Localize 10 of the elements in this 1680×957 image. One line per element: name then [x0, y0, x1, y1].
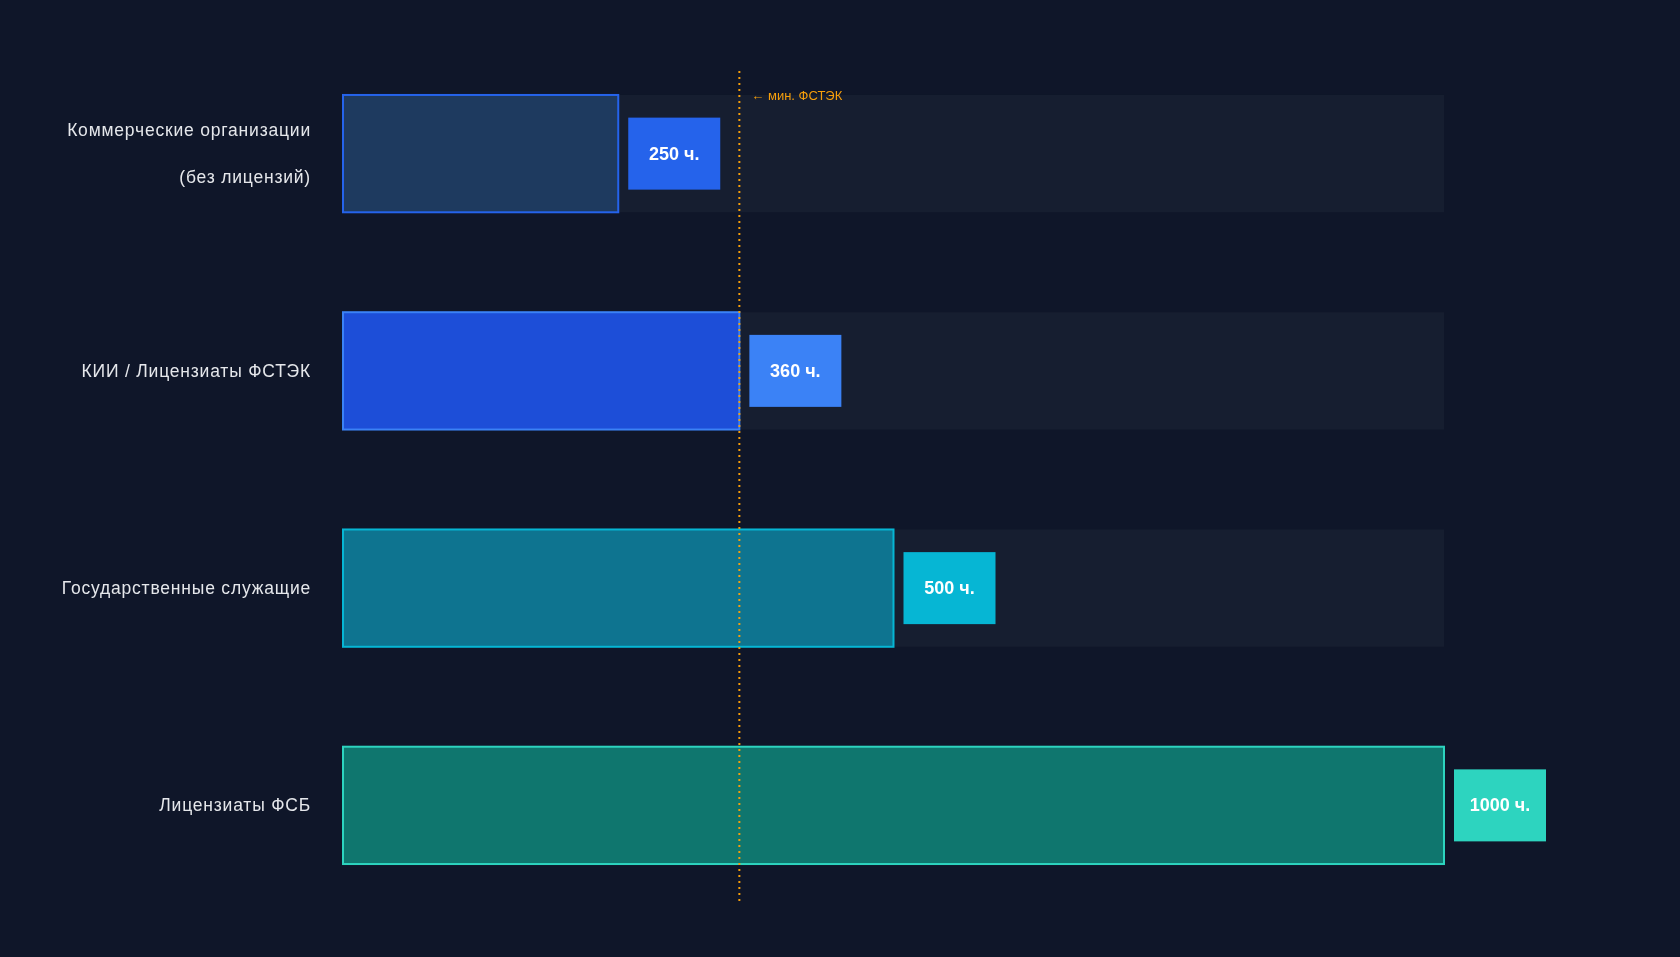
bar — [342, 745, 1445, 866]
category-label: Коммерческие организации (без лицензий) — [67, 120, 311, 188]
data-label: 1000 ч. — [1469, 795, 1531, 816]
data-label: 360 ч. — [770, 360, 821, 381]
y-tick-label: Лицензиаты ФСБ — [159, 795, 311, 816]
y-tick-label: КИИ / Лицензиаты ФСТЭК — [81, 360, 311, 381]
data-label: 250 ч. — [649, 143, 700, 164]
y-tick-label: Государственные служащие — [61, 578, 311, 599]
ref-line-label: ← мин. ФСТЭК — [751, 88, 843, 103]
data-label: 500 ч. — [924, 578, 975, 599]
